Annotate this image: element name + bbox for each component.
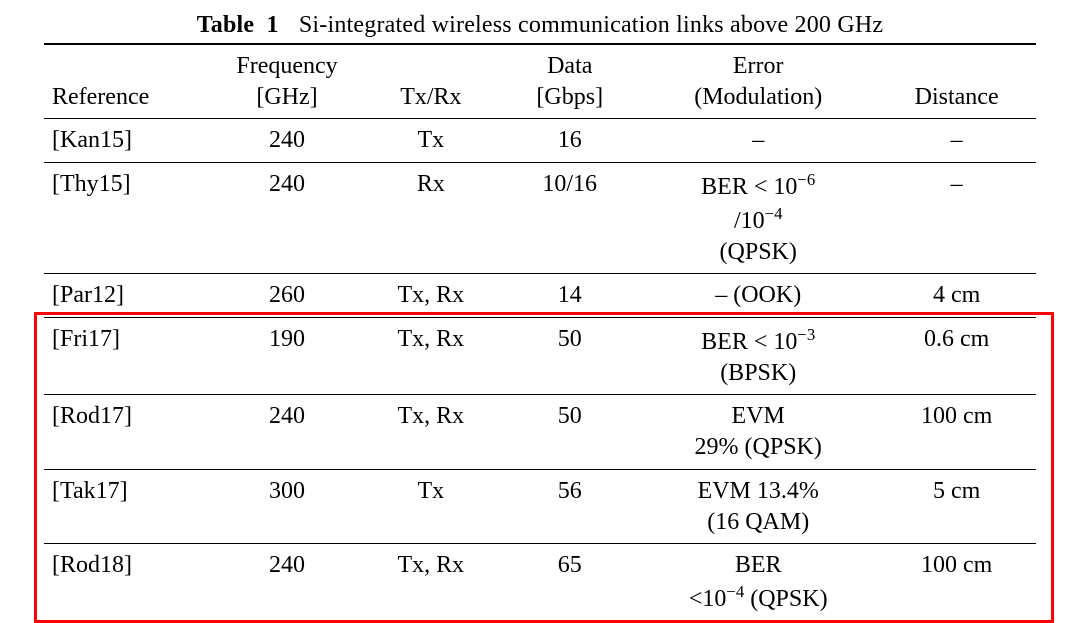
col-header-distance: Distance: [877, 44, 1036, 119]
caption-number: 1: [266, 12, 278, 38]
cell-txrx: Tx, Rx: [361, 544, 500, 621]
cell-freq: 240: [213, 395, 362, 469]
cell-ref: [Par12]: [44, 274, 213, 318]
header-frequency-l1: Frequency: [217, 51, 358, 82]
cell-data: 10/16: [500, 163, 639, 274]
cell-txrx: Tx: [361, 119, 500, 163]
col-header-txrx: Tx/Rx: [361, 44, 500, 119]
cell-err: EVM29% (QPSK): [639, 395, 877, 469]
header-data-l2: [Gbps]: [504, 82, 635, 113]
cell-err: EVM 13.4%(16 QAM): [639, 469, 877, 543]
cell-dist: 5 cm: [877, 469, 1036, 543]
cell-txrx: Tx, Rx: [361, 395, 500, 469]
cell-freq: 300: [213, 469, 362, 543]
cell-data: 16: [500, 119, 639, 163]
cell-ref: [Rod17]: [44, 395, 213, 469]
cell-err: BER < 10−6/10−4(QPSK): [639, 163, 877, 274]
cell-txrx: Rx: [361, 163, 500, 274]
table-row: [Thy15]240Rx10/16BER < 10−6/10−4(QPSK)–: [44, 163, 1036, 274]
cell-dist: 100 cm: [877, 395, 1036, 469]
header-distance-label: Distance: [881, 82, 1032, 113]
cell-freq: 260: [213, 274, 362, 318]
table-row: [Par12]260Tx, Rx14– (OOK)4 cm: [44, 274, 1036, 318]
cell-txrx: Tx: [361, 469, 500, 543]
cell-ref: [Fri17]: [44, 318, 213, 395]
table-row: [Fri17]190Tx, Rx50BER < 10−3(BPSK)0.6 cm: [44, 318, 1036, 395]
col-header-data: Data [Gbps]: [500, 44, 639, 119]
cell-dist: 100 cm: [877, 544, 1036, 621]
col-header-reference: Reference: [44, 44, 213, 119]
cell-freq: 240: [213, 119, 362, 163]
cell-data: 56: [500, 469, 639, 543]
header-data-l1: Data: [504, 51, 635, 82]
table-row: [Kan15]240Tx16––: [44, 119, 1036, 163]
cell-err: –: [639, 119, 877, 163]
table-row: [Tak17]300Tx56EVM 13.4%(16 QAM)5 cm: [44, 469, 1036, 543]
table-body: [Kan15]240Tx16––[Thy15]240Rx10/16BER < 1…: [44, 119, 1036, 621]
cell-err: BER < 10−3(BPSK): [639, 318, 877, 395]
header-frequency-l2: [GHz]: [217, 82, 358, 113]
cell-freq: 190: [213, 318, 362, 395]
table-caption: Table 1 Si-integrated wireless communica…: [44, 12, 1036, 39]
cell-dist: 0.6 cm: [877, 318, 1036, 395]
cell-ref: [Rod18]: [44, 544, 213, 621]
header-row: Reference Frequency [GHz] Tx/Rx: [44, 44, 1036, 119]
header-reference-label: Reference: [52, 82, 209, 113]
cell-ref: [Thy15]: [44, 163, 213, 274]
data-table: Reference Frequency [GHz] Tx/Rx: [44, 43, 1036, 622]
header-txrx-label: Tx/Rx: [365, 82, 496, 113]
header-error-l1: Error: [643, 51, 873, 82]
col-header-frequency: Frequency [GHz]: [213, 44, 362, 119]
cell-dist: –: [877, 119, 1036, 163]
table-row: [Rod18]240Tx, Rx65BER<10−4 (QPSK)100 cm: [44, 544, 1036, 621]
cell-data: 14: [500, 274, 639, 318]
cell-data: 50: [500, 318, 639, 395]
cell-err: BER<10−4 (QPSK): [639, 544, 877, 621]
page: Table 1 Si-integrated wireless communica…: [0, 0, 1080, 618]
cell-dist: –: [877, 163, 1036, 274]
col-header-error: Error (Modulation): [639, 44, 877, 119]
cell-freq: 240: [213, 163, 362, 274]
cell-data: 50: [500, 395, 639, 469]
table-row: [Rod17]240Tx, Rx50EVM29% (QPSK)100 cm: [44, 395, 1036, 469]
caption-label: Table: [197, 12, 254, 38]
cell-txrx: Tx, Rx: [361, 274, 500, 318]
cell-data: 65: [500, 544, 639, 621]
cell-dist: 4 cm: [877, 274, 1036, 318]
cell-err: – (OOK): [639, 274, 877, 318]
cell-ref: [Kan15]: [44, 119, 213, 163]
cell-ref: [Tak17]: [44, 469, 213, 543]
cell-freq: 240: [213, 544, 362, 621]
header-error-l2: (Modulation): [643, 82, 873, 113]
cell-txrx: Tx, Rx: [361, 318, 500, 395]
caption-title: Si-integrated wireless communication lin…: [299, 12, 883, 38]
